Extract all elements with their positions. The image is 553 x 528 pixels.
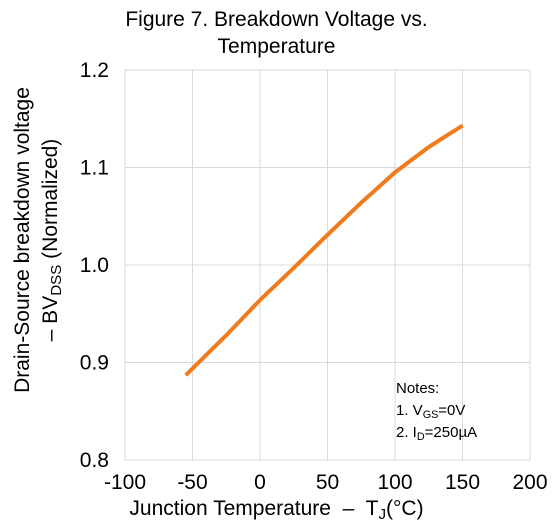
x-axis-label-unit: (°C) (386, 497, 424, 520)
note-1-subscript: GS (422, 409, 439, 422)
x-tick-label: 150 (445, 471, 480, 494)
y-tick-label: 0.9 (80, 352, 109, 375)
y-axis-label-subscript: DSS (48, 264, 66, 296)
note-2-subscript: D (416, 431, 425, 444)
note-2-suffix: =250µA (424, 424, 478, 441)
y-tick-label: 1.1 (80, 157, 109, 180)
note-1: 1. VGS=0V (396, 400, 477, 422)
x-tick-label: 200 (512, 471, 547, 494)
y-tick-label: 1.0 (80, 254, 109, 277)
chart-title-line-2: Temperature (217, 35, 336, 58)
y-tick-label: 1.2 (80, 59, 109, 82)
y-axis-label-prefix: – BV (39, 295, 62, 342)
notes-annotation: Notes: 1. VGS=0V 2. ID=250µA (396, 378, 477, 444)
grid-lines (125, 69, 531, 460)
chart-title: Figure 7. Breakdown Voltage vs. Temperat… (0, 6, 553, 60)
x-axis-label-subscript: J (378, 506, 387, 524)
note-2: 2. ID=250µA (396, 422, 477, 444)
chart-title-line-1: Figure 7. Breakdown Voltage vs. (125, 8, 428, 31)
series-line (184, 123, 464, 377)
note-1-suffix: =0V (438, 402, 466, 419)
x-tick-label: 100 (377, 471, 412, 494)
x-tick-label: -100 (104, 471, 146, 494)
x-tick-label: -50 (177, 471, 207, 494)
axes (124, 70, 530, 461)
y-axis-label-suffix: (Normalized) (39, 138, 62, 265)
x-tick-label: 0 (254, 471, 266, 494)
x-tick-label: 50 (316, 471, 339, 494)
y-axis-label-line-2: – BVDSS (Normalized) (37, 87, 65, 393)
notes-heading: Notes: (396, 380, 440, 397)
note-2-prefix: 2. I (396, 424, 417, 441)
series-lines (184, 123, 464, 377)
tick-labels: -100 -50 0 50 100 150 200 0.8 0.9 1.0 1.1 1.2 (80, 59, 548, 494)
y-tick-label: 0.8 (80, 449, 109, 472)
note-1-prefix: 1. V (396, 402, 423, 419)
x-axis-label: Junction Temperature – TJ(°C) (0, 495, 553, 523)
y-axis-label-line-1: Drain-Source breakdown voltage (11, 87, 34, 393)
x-axis-label-main: Junction Temperature – T (129, 497, 379, 520)
